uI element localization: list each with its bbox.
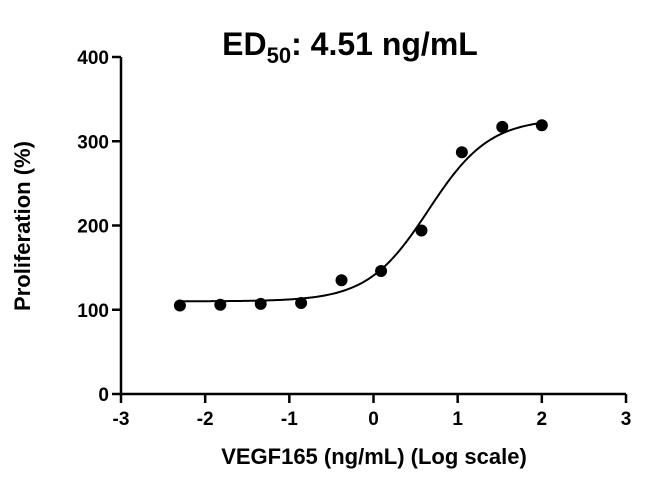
y-axis-title: Proliferation (%) <box>10 141 35 311</box>
data-point <box>375 264 388 277</box>
chart-title-subscript: 50 <box>267 43 291 68</box>
x-tick-label: -3 <box>113 409 130 430</box>
data-point <box>415 224 428 237</box>
x-tick-label: 0 <box>368 409 379 430</box>
y-tick-label: 100 <box>77 301 109 322</box>
y-tick-label: 200 <box>77 217 109 238</box>
x-tick-label: 3 <box>621 409 632 430</box>
x-tick-label: -2 <box>197 409 214 430</box>
data-point <box>535 119 548 132</box>
y-axis-ticks: 0 100 200 300 400 <box>77 48 121 406</box>
data-point <box>173 299 186 312</box>
chart-title: ED50: 4.51 ng/mL <box>222 26 478 68</box>
axes: 0 100 200 300 400 -3 -2 -1 0 1 2 3 <box>77 48 631 430</box>
chart-title-prefix: ED <box>222 26 266 62</box>
x-axis-ticks: -3 -2 -1 0 1 2 3 <box>113 394 632 430</box>
data-points <box>173 119 548 312</box>
plot-area <box>173 119 548 312</box>
data-point <box>335 274 348 287</box>
x-tick-label: 1 <box>452 409 463 430</box>
y-tick-label: 0 <box>98 385 109 406</box>
y-tick-label: 300 <box>77 132 109 153</box>
x-tick-label: -1 <box>281 409 298 430</box>
data-point <box>214 298 227 311</box>
x-axis-title: VEGF165 (ng/mL) (Log scale) <box>221 444 527 469</box>
data-point <box>254 297 267 310</box>
data-point <box>496 120 509 133</box>
x-tick-label: 2 <box>537 409 548 430</box>
data-point <box>295 297 308 310</box>
chart-title-suffix: : 4.51 ng/mL <box>291 26 478 62</box>
fit-curve <box>179 121 542 303</box>
data-point <box>455 146 468 159</box>
y-tick-label: 400 <box>77 48 109 69</box>
